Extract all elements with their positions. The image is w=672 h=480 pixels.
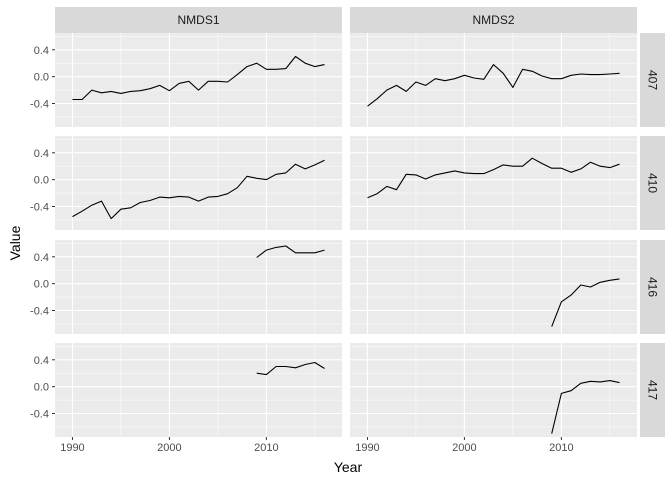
panel-background — [55, 240, 342, 334]
strip-background — [640, 33, 665, 127]
x-tick-label: 2010 — [254, 442, 278, 454]
panel-background — [55, 136, 342, 230]
strip-background — [55, 7, 342, 33]
y-tick-label: -0.4 — [30, 409, 49, 421]
y-tick-label: 0.0 — [34, 72, 49, 84]
panel-416-nmds1 — [55, 240, 342, 334]
series-line-417-nmds1 — [256, 361, 325, 376]
panel-background — [350, 240, 637, 334]
panel-417-nmds2 — [350, 343, 637, 437]
strip-label: NMDS1 — [177, 13, 219, 27]
x-tick-label: 2000 — [452, 442, 476, 454]
strip-background — [640, 136, 665, 230]
series-line-416-nmds2 — [551, 278, 620, 327]
strip-label: 416 — [646, 277, 660, 297]
strip-right-417: 417 — [640, 343, 665, 437]
series-line-417-nmds2 — [551, 380, 620, 434]
panel-background — [350, 33, 637, 127]
panel-background — [350, 343, 637, 437]
y-tick-label: 0.0 — [34, 175, 49, 187]
y-tick-label: 0.4 — [34, 355, 49, 367]
strip-top-nmds2: NMDS2 — [350, 7, 637, 33]
x-tick-label: 1990 — [60, 442, 84, 454]
strip-label: 417 — [646, 380, 660, 400]
y-tick-label: 0.4 — [34, 45, 49, 57]
panels-layer — [55, 33, 637, 437]
panel-410-nmds2 — [350, 136, 637, 230]
strip-label: 410 — [646, 173, 660, 193]
panel-background — [350, 136, 637, 230]
strip-background — [350, 7, 637, 33]
strip-top-nmds1: NMDS1 — [55, 7, 342, 33]
series-line-407-nmds2 — [367, 64, 620, 107]
x-tick-label: 1990 — [355, 442, 379, 454]
strips-layer: NMDS1 NMDS2 407 410 416 417 — [55, 7, 665, 437]
panel-416-nmds2 — [350, 240, 637, 334]
y-tick-label: 0.0 — [34, 382, 49, 394]
panel-407-nmds2 — [350, 33, 637, 127]
panel-background — [55, 33, 342, 127]
strip-label: 407 — [646, 70, 660, 90]
y-tick-label: -0.4 — [30, 99, 49, 111]
y-axis-title: Value — [7, 225, 23, 260]
y-tick-label: 0.4 — [34, 252, 49, 264]
panel-407-nmds1 — [55, 33, 342, 127]
y-tick-label: -0.4 — [30, 202, 49, 214]
x-tick-label: 2010 — [549, 442, 573, 454]
series-line-416-nmds1 — [256, 245, 325, 258]
strip-label: NMDS2 — [472, 13, 514, 27]
strip-right-416: 416 — [640, 240, 665, 334]
strip-right-407: 407 — [640, 33, 665, 127]
panel-417-nmds1 — [55, 343, 342, 437]
panel-410-nmds1 — [55, 136, 342, 230]
y-tick-label: 0.0 — [34, 279, 49, 291]
y-tick-label: 0.4 — [34, 148, 49, 160]
strip-background — [640, 343, 665, 437]
strip-right-410: 410 — [640, 136, 665, 230]
series-line-410-nmds2 — [367, 157, 620, 199]
y-tick-label: -0.4 — [30, 306, 49, 318]
x-tick-label: 2000 — [157, 442, 181, 454]
axes-layer: -0.4 0.0 0.4 -0.4 0.0 0.4 -0.4 0.0 0.4 -0.4 0.0 0.4… — [30, 45, 574, 454]
x-axis-title: Year — [334, 459, 363, 475]
series-line-407-nmds1 — [72, 55, 325, 101]
series-line-410-nmds1 — [72, 159, 325, 220]
panel-background — [55, 343, 342, 437]
strip-background — [640, 240, 665, 334]
